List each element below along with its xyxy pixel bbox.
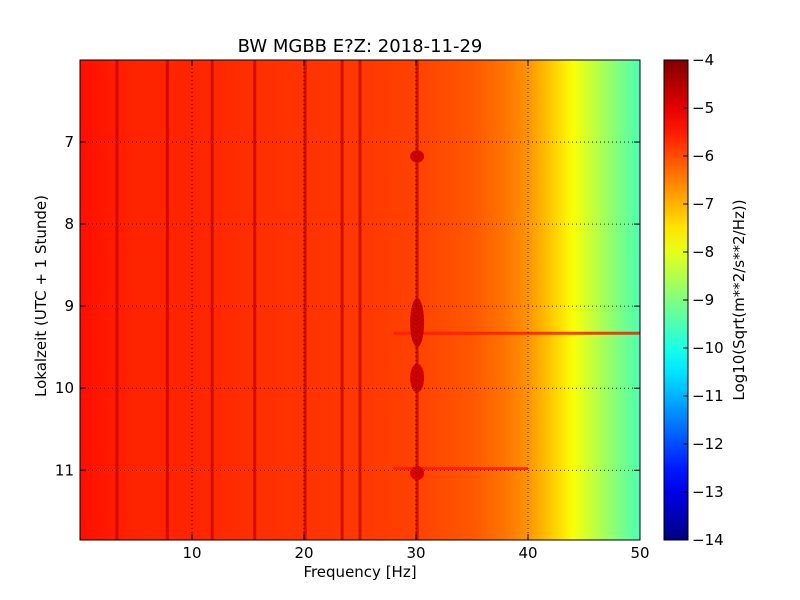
horizontal-line xyxy=(393,467,528,471)
colorbar-tick-label: −8 xyxy=(692,243,714,261)
colorbar-tick-label: −14 xyxy=(692,531,724,549)
colorbar-ticks: −4 −5 −6 −7 −8 −9 −10 −11 −12 −13 −14 xyxy=(683,51,724,549)
colorbar-tick-label: −13 xyxy=(692,483,724,501)
colorbar-tick-label: −7 xyxy=(692,195,714,213)
spectral-line xyxy=(340,60,344,540)
colorbar-tick-label: −9 xyxy=(692,291,714,309)
spectral-line xyxy=(358,60,362,540)
spectral-line xyxy=(210,60,214,540)
horizontal-line xyxy=(393,331,640,335)
y-tick-label: 11 xyxy=(55,461,74,479)
x-tick-label: 50 xyxy=(630,544,649,562)
x-tick-label: 40 xyxy=(518,544,537,562)
colorbar-tick-label: −11 xyxy=(692,387,724,405)
colorbar-tick-label: −10 xyxy=(692,339,724,357)
transient-feature xyxy=(410,150,425,163)
spectral-line xyxy=(303,60,307,540)
chart-title: BW MGBB E?Z: 2018-11-29 xyxy=(238,36,483,57)
colorbar-tick-label: −5 xyxy=(692,99,714,117)
spectral-line xyxy=(253,60,257,540)
colorbar xyxy=(663,59,689,541)
transient-feature xyxy=(410,466,425,481)
x-tick-label: 10 xyxy=(182,544,201,562)
y-tick-label: 10 xyxy=(55,379,74,397)
y-axis-label: Lokalzeit (UTC + 1 Stunde) xyxy=(32,195,50,397)
spectral-line xyxy=(165,60,169,540)
transient-feature xyxy=(410,363,425,393)
colorbar-tick-label: −12 xyxy=(692,435,724,453)
y-axis: 7 8 9 10 11 xyxy=(55,133,640,479)
y-tick-label: 9 xyxy=(64,297,74,315)
x-axis: 10 20 30 40 50 xyxy=(182,60,650,562)
x-tick-label: 30 xyxy=(406,544,425,562)
colorbar-label: Log10(Sqrt(m**2/s**2/Hz)) xyxy=(730,199,748,400)
colorbar-tick-label: −6 xyxy=(692,147,714,165)
x-axis-label: Frequency [Hz] xyxy=(303,563,416,581)
spectral-line xyxy=(115,60,119,540)
transient-feature xyxy=(410,297,425,348)
x-tick-label: 20 xyxy=(294,544,313,562)
plot-area xyxy=(80,60,640,540)
y-tick-label: 7 xyxy=(64,133,74,151)
colorbar-tick-label: −4 xyxy=(692,51,714,69)
plot-frame xyxy=(79,59,641,541)
y-tick-label: 8 xyxy=(64,215,74,233)
